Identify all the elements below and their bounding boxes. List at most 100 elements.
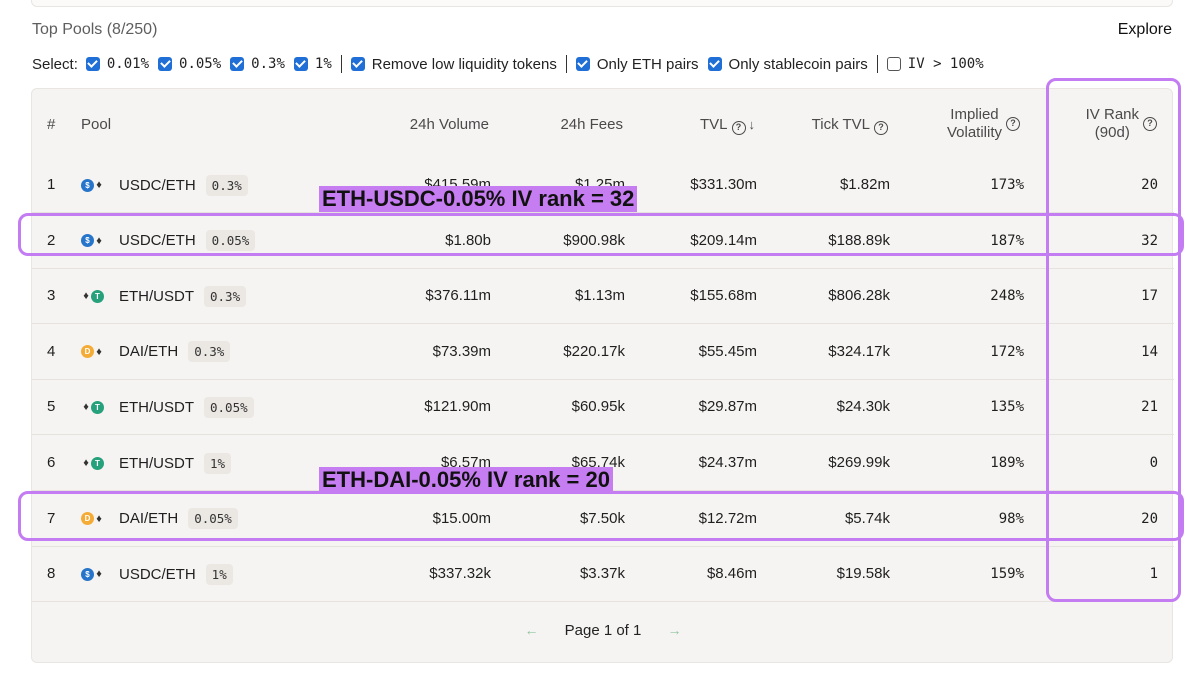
pool-cell[interactable]: ♦ T ETH/USDT 1%: [81, 449, 232, 477]
checkbox-checked-icon[interactable]: [158, 57, 173, 71]
table-row[interactable]: 4 D ♦ DAI/ETH 0.3% $73.39m $220.17k $55.45m $324…: [32, 325, 1174, 380]
usdt-token-icon: T: [91, 456, 104, 470]
iv-value: 173%: [990, 177, 1024, 193]
fee-filter-1[interactable]: 1%: [293, 56, 332, 72]
arrow-down-icon[interactable]: ↓: [748, 117, 756, 132]
filter-bar: Select: 0.01% 0.05% 0.3% 1% Remove low l…: [32, 54, 993, 74]
eth-token-icon: ♦: [96, 179, 102, 191]
filter-only-eth-pairs[interactable]: Only ETH pairs: [575, 56, 699, 73]
dai-token-icon: D: [81, 345, 94, 359]
token-icons: D ♦: [81, 345, 113, 359]
col-header-ivr-line1: IV Rank: [1085, 106, 1139, 123]
col-header-pool[interactable]: Pool: [81, 116, 112, 133]
checkbox-unchecked-icon[interactable]: [886, 57, 901, 71]
help-icon[interactable]: ?: [874, 121, 888, 135]
volume-value: $376.11m: [425, 287, 491, 305]
eth-token-icon: ♦: [83, 401, 89, 414]
pool-pair[interactable]: ETH/USDT: [119, 398, 194, 416]
fees-value: $3.37k: [579, 565, 625, 583]
pool-cell[interactable]: $ ♦ USDC/ETH 0.3%: [81, 171, 248, 199]
tick-tvl-value: $24.30k: [836, 398, 890, 416]
eth-token-icon: ♦: [96, 234, 102, 247]
fee-filter-0.3[interactable]: 0.3%: [230, 56, 285, 72]
fees-value: $900.98k: [563, 231, 625, 249]
fee-filter-0.01[interactable]: 0.01%: [85, 56, 149, 72]
arrow-right-icon[interactable]: →: [667, 622, 682, 638]
row-divider: [32, 601, 1174, 603]
table-row[interactable]: 5 ♦ T ETH/USDT 0.05% $121.90m $60.95k $29.87m $2…: [32, 380, 1174, 436]
pool-cell[interactable]: $ ♦ USDC/ETH 1%: [81, 560, 233, 588]
token-icons: $ ♦: [81, 567, 113, 581]
checkbox-checked-icon[interactable]: [293, 57, 308, 71]
pool-cell[interactable]: $ ♦ USDC/ETH 0.05%: [81, 227, 256, 255]
usdt-token-icon: T: [91, 400, 104, 414]
table-row[interactable]: 7 D ♦ DAI/ETH 0.05% $15.00m $7.50k $12.72m $5.74…: [32, 492, 1174, 547]
fee-tier-badge: 1%: [205, 563, 233, 585]
row-divider: [32, 434, 1174, 436]
pool-pair[interactable]: USDC/ETH: [119, 565, 196, 583]
eth-token-icon: ♦: [96, 568, 102, 581]
pool-cell[interactable]: ♦ T ETH/USDT 0.3%: [81, 282, 247, 310]
row-rank: 7: [47, 509, 56, 527]
eth-token-icon: ♦: [96, 345, 102, 358]
table-row[interactable]: 2 $ ♦ USDC/ETH 0.05% $1.80b $900.98k $209.14m $1…: [32, 214, 1174, 269]
filter-only-stablecoin-pairs[interactable]: Only stablecoin pairs: [707, 56, 868, 73]
col-header-tick-tvl[interactable]: Tick TVL?: [812, 116, 888, 135]
page-indicator: Page 1 of 1: [564, 622, 642, 639]
fees-value: $60.95k: [571, 398, 625, 416]
token-icons: ♦ T: [81, 289, 113, 303]
dai-token-icon: D: [81, 512, 94, 526]
fees-value: $220.17k: [563, 342, 625, 360]
row-rank: 6: [47, 454, 56, 471]
row-divider: [32, 378, 1174, 380]
volume-value: $1.80b: [445, 231, 491, 249]
col-header-iv-line1: Implied: [950, 106, 999, 123]
pool-pair[interactable]: ETH/USDT: [119, 454, 194, 472]
filter-separator: [876, 55, 878, 73]
usdc-token-icon: $: [81, 567, 94, 581]
table-row[interactable]: 3 ♦ T ETH/USDT 0.3% $376.11m $1.13m $155.68m $80…: [32, 269, 1174, 325]
row-rank: 4: [47, 342, 56, 360]
checkbox-checked-icon[interactable]: [575, 57, 590, 71]
fees-value: $7.50k: [579, 509, 625, 527]
col-header-ivr-line2: (90d): [1094, 124, 1130, 141]
pool-cell[interactable]: D ♦ DAI/ETH 0.05%: [81, 505, 238, 533]
col-header-iv-rank[interactable]: IV Rank (90d) ?: [1086, 106, 1157, 142]
pool-pair[interactable]: USDC/ETH: [119, 232, 196, 250]
table-row[interactable]: 8 $ ♦ USDC/ETH 1% $337.32k $3.37k $8.46m $19.58k…: [32, 547, 1174, 603]
tick-tvl-value: $188.89k: [828, 231, 890, 249]
pool-pair[interactable]: ETH/USDT: [119, 287, 194, 305]
pool-pair[interactable]: DAI/ETH: [119, 510, 179, 528]
fee-tier-badge: 0.05%: [204, 396, 254, 418]
col-header-iv[interactable]: Implied Volatility ?: [947, 106, 1020, 142]
fee-filter-0.05[interactable]: 0.05%: [158, 56, 221, 72]
col-header-volume[interactable]: 24h Volume: [409, 116, 489, 133]
help-icon[interactable]: ?: [1006, 117, 1020, 131]
pool-cell[interactable]: ♦ T ETH/USDT 0.05%: [81, 393, 254, 421]
checkbox-checked-icon[interactable]: [85, 57, 100, 71]
token-icons: $ ♦: [81, 178, 113, 192]
checkbox-checked-icon[interactable]: [230, 57, 245, 71]
pools-table: # Pool 24h Volume 24h Fees TVL? ↓ Tick TV…: [31, 88, 1174, 663]
iv-rank-value: 14: [1141, 343, 1158, 360]
col-header-tvl[interactable]: TVL? ↓: [700, 116, 755, 135]
help-icon[interactable]: ?: [731, 121, 746, 135]
explore-link[interactable]: Explore: [1117, 21, 1172, 38]
col-header-tick-tvl-label: Tick TVL: [811, 116, 870, 133]
arrow-left-icon[interactable]: ←: [524, 622, 539, 638]
help-icon[interactable]: ?: [1143, 117, 1157, 131]
pool-pair[interactable]: USDC/ETH: [119, 176, 196, 194]
checkbox-checked-icon[interactable]: [707, 57, 722, 71]
pool-pair[interactable]: DAI/ETH: [119, 343, 179, 361]
checkbox-checked-icon[interactable]: [350, 57, 365, 71]
tvl-value: $209.14m: [690, 231, 757, 249]
tick-tvl-value: $1.82m: [839, 176, 890, 193]
filter-iv-over-100[interactable]: IV > 100%: [886, 56, 984, 72]
filter-remove-low-liquidity[interactable]: Remove low liquidity tokens: [350, 56, 557, 73]
token-icons: ♦ T: [81, 400, 113, 414]
iv-rank-value: 21: [1141, 399, 1158, 416]
iv-rank-highlight-box: [1046, 78, 1181, 602]
pool-cell[interactable]: D ♦ DAI/ETH 0.3%: [81, 338, 231, 366]
col-header-fees[interactable]: 24h Fees: [560, 116, 623, 133]
fees-value: $1.13m: [574, 287, 625, 305]
